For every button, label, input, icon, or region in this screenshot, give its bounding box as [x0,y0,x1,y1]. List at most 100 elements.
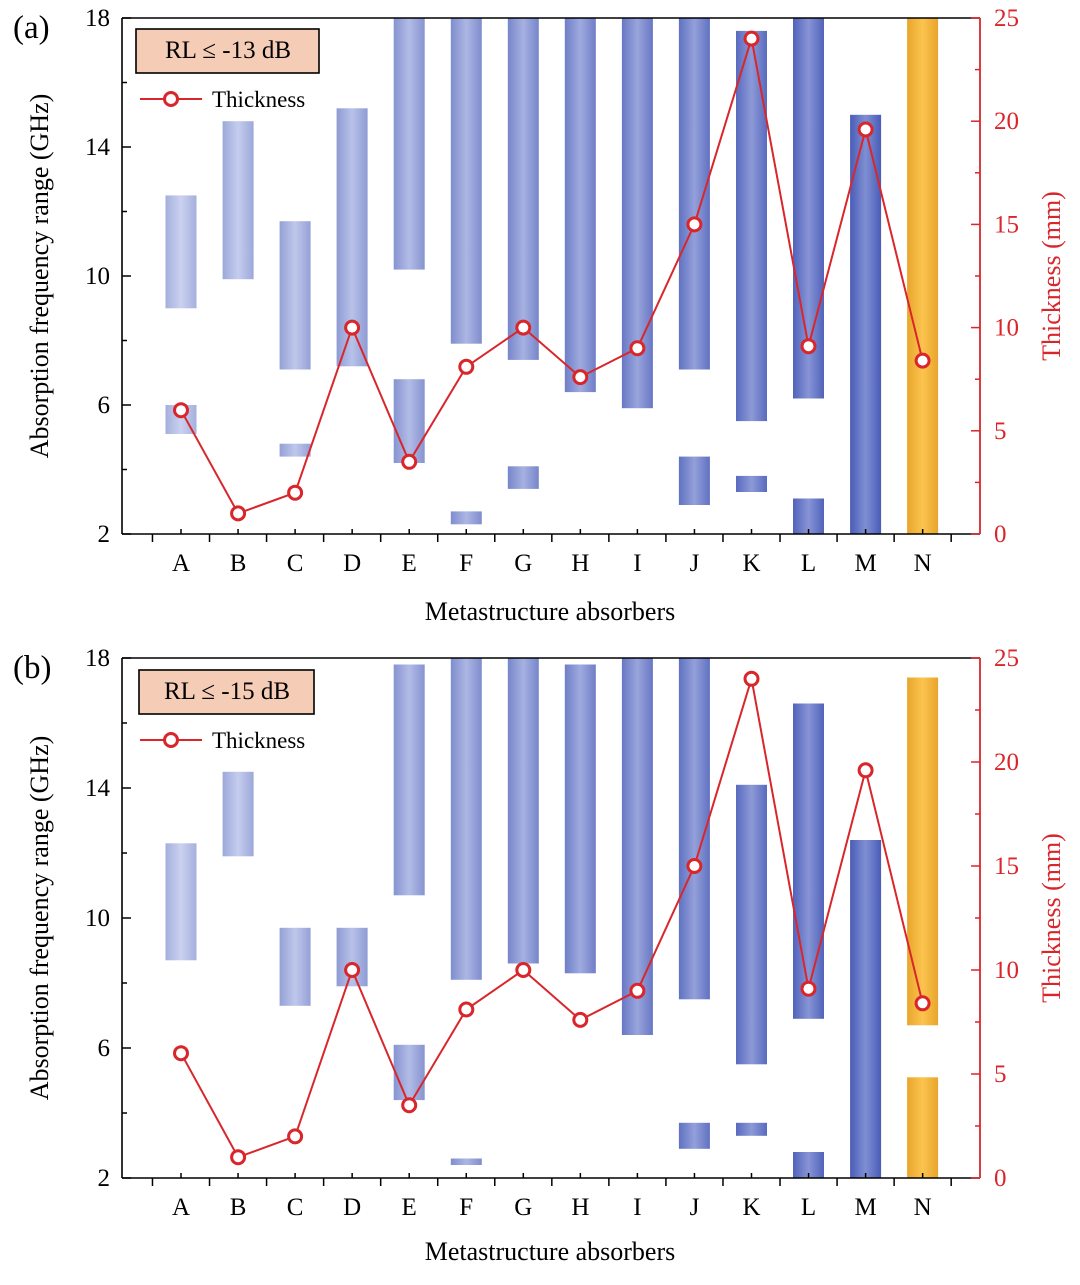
range-bar-E-2 [393,18,425,270]
range-bar-M-1 [850,840,882,1178]
thickness-point-I [629,340,646,357]
thickness-point-H [572,1011,589,1028]
x-tick-label-L: L [801,1194,816,1221]
y-tick-label: 2 [98,1165,111,1192]
y-tick-label: 14 [85,134,111,161]
y-tick-label: 18 [85,5,110,32]
thickness-point-C [287,484,304,501]
annotation-text: RL ≤ -15 dB [164,678,290,705]
y2-tick-label: 0 [994,521,1007,548]
x-tick-label-F: F [459,1194,473,1221]
thickness-point-B [230,505,247,522]
x-tick-label-D: D [343,1194,361,1221]
x-tick-label-E: E [402,550,417,577]
x-tick-label-A: A [172,1194,190,1221]
range-bar-L-1 [793,498,824,534]
thickness-point-K [743,670,760,687]
annotation-box [138,669,315,715]
thickness-point-M [857,762,874,779]
range-bar-B-1 [222,121,254,280]
panel-label: (b) [13,650,51,686]
x-tick-label-M: M [854,550,876,577]
range-bar-F-1 [450,511,482,525]
x-tick-label-G: G [514,550,532,577]
y-tick-label: 6 [98,1035,111,1062]
chart-panel-a: 2 6 10 14 18 0 5 10 15 20 25 A B C D E F G H I J K L M N Metastru… [13,5,1066,626]
thickness-point-D [344,319,361,336]
x-tick-label-A: A [172,550,190,577]
y2-tick-label: 20 [994,749,1019,776]
x-tick-label-K: K [742,550,760,577]
range-bar-A-1 [165,843,197,961]
y-axis-title: Absorption frequency range (GHz) [25,94,54,459]
x-tick-label-N: N [914,1194,932,1221]
thickness-point-G [515,319,532,336]
y2-tick-label: 25 [994,645,1019,672]
range-bar-K-2 [736,30,767,422]
thickness-point-A [173,1045,189,1062]
thickness-point-C [287,1128,304,1145]
y-tick-label: 2 [98,521,111,548]
y2-tick-label: 10 [994,315,1019,342]
thickness-point-G [515,962,532,978]
thickness-point-M [857,121,874,138]
y-tick-label: 10 [85,263,110,290]
thickness-point-J [686,216,703,233]
range-bar-F-2 [450,658,482,980]
thickness-point-L [800,980,817,997]
thickness-point-E [401,1097,418,1114]
x-axis-title: Metastructure absorbers [425,597,676,626]
legend-marker [163,91,179,107]
range-bar-K-1 [736,475,767,492]
y2-tick-label: 25 [994,5,1019,32]
range-bar-E-1 [393,1044,425,1101]
x-tick-label-G: G [514,1194,532,1221]
y2-axis-title: Thickness (mm) [1037,191,1066,361]
range-bar-F-1 [450,1158,482,1165]
x-tick-label-N: N [914,550,932,577]
range-bar-A-2 [165,195,197,309]
range-bar-N-1 [907,1077,939,1179]
legend-label: Thickness [212,87,305,112]
range-bar-E-2 [393,664,425,896]
x-tick-label-F: F [459,550,473,577]
x-tick-label-L: L [801,550,816,577]
x-axis-title: Metastructure absorbers [425,1237,676,1266]
y-tick-label: 6 [98,392,111,419]
range-bar-C-1 [279,443,311,457]
y2-tick-label: 10 [994,957,1019,984]
range-bar-K-2 [736,784,767,1065]
legend-label: Thickness [212,728,305,753]
range-bar-J-1 [678,1122,710,1149]
thickness-point-H [572,369,589,386]
range-bar-E-1 [393,379,425,463]
thickness-line [180,38,924,515]
thickness-point-D [344,962,361,978]
thickness-point-I [629,982,646,999]
x-tick-label-D: D [343,550,361,577]
x-tick-label-E: E [402,1194,417,1221]
thickness-point-J [686,858,703,874]
x-tick-label-H: H [571,1194,589,1221]
x-tick-label-J: J [690,550,700,577]
legend-marker [163,732,179,748]
thickness-point-E [401,453,418,470]
range-bar-G-1 [507,466,539,489]
x-tick-label-C: C [287,1194,304,1221]
y2-axis-title: Thickness (mm) [1037,833,1066,1003]
y-tick-label: 14 [85,775,111,802]
x-tick-label-H: H [571,550,589,577]
range-bar-G-2 [507,18,539,360]
range-bar-C-2 [279,221,311,370]
range-bar-K-1 [736,1122,767,1136]
range-bar-M-1 [850,114,882,535]
range-bar-F-2 [450,18,482,344]
range-bar-C-1 [279,927,311,1006]
range-bar-N-2 [907,677,939,1026]
panel-label: (a) [13,10,50,46]
y2-tick-label: 20 [994,108,1019,135]
y2-tick-label: 15 [994,853,1019,880]
annotation-box [135,28,320,74]
y2-tick-label: 5 [994,1061,1007,1088]
